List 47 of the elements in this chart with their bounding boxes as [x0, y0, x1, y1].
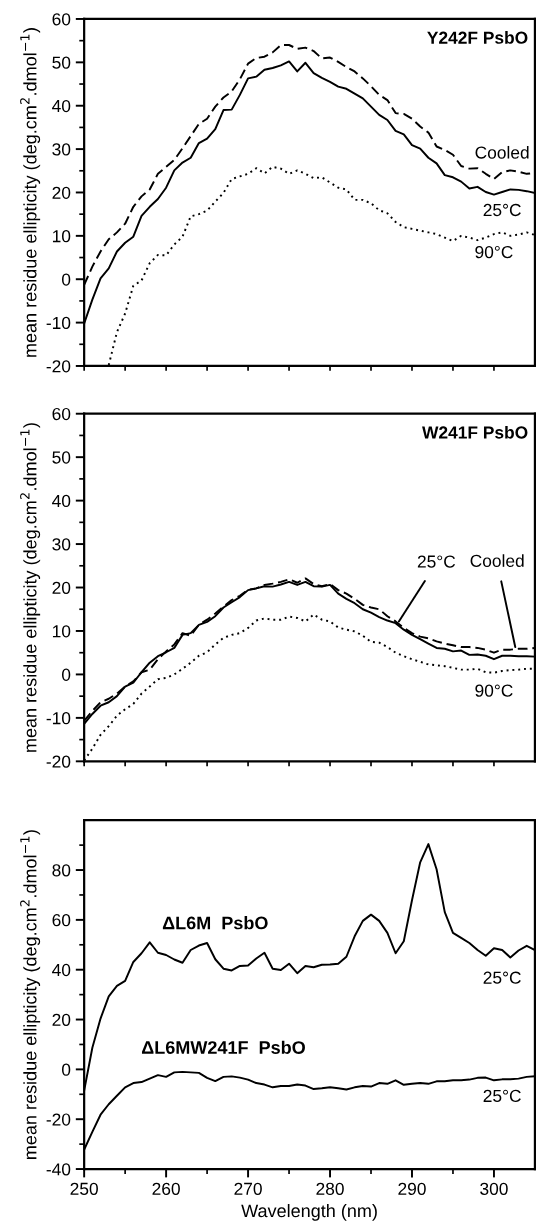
y-tick-label: 50	[52, 451, 71, 464]
y-tick-label: 30	[52, 143, 71, 156]
annotation: 25°C	[483, 203, 521, 217]
y-tick-label: 80	[52, 864, 71, 877]
y-tick-label: 60	[52, 407, 71, 421]
x-tick-label: 260	[152, 1182, 180, 1195]
text: Y242F PsbO	[427, 31, 528, 44]
annotation: 90°C	[475, 684, 513, 697]
y-tick-label: 10	[52, 230, 71, 243]
x-axis-title: Wavelength (nm)	[241, 1203, 377, 1221]
y-tick-label: 20	[52, 581, 71, 594]
y-tick-label: 40	[52, 99, 71, 113]
y-tick-label: 50	[52, 56, 71, 69]
annotation: Cooled	[470, 554, 524, 567]
text: W241F PsbO	[422, 425, 528, 439]
y-tick-label: 40	[52, 963, 71, 977]
annotation: 25°C	[483, 1089, 521, 1103]
annotation: Cooled	[475, 145, 529, 159]
y-tick-label: 40	[52, 494, 71, 508]
y-tick-label: -10	[46, 712, 71, 725]
annotation: 25°C	[417, 555, 456, 568]
y-tick-label: 10	[52, 625, 71, 638]
x-tick-label: 250	[70, 1182, 98, 1195]
y-tick-label: -20	[46, 360, 71, 373]
y-tick-label: 30	[52, 538, 71, 551]
y-tick-label: 60	[52, 914, 71, 927]
annotation: 25°C	[483, 971, 521, 984]
x-tick-label: 280	[316, 1182, 344, 1195]
x-tick-label: 290	[398, 1182, 426, 1195]
y-tick-label: 20	[52, 1013, 71, 1026]
y-tick-label: -40	[46, 1163, 71, 1176]
y-axis-title: mean residue ellipticity (deg.cm$^{2}$.dmol$^{−1}$)	[20, 28, 41, 357]
y-tick-label: 0	[61, 1063, 71, 1076]
y-tick-label: 20	[52, 186, 71, 199]
y-tick-label: -20	[46, 1113, 71, 1126]
y-axis-title: mean residue ellipticity (deg.cm$^{2}$.dmol$^{−1}$)	[20, 423, 41, 752]
annotation: ΔL6M PsbO	[162, 916, 268, 930]
y-tick-label: -10	[46, 316, 71, 330]
annotation: 90°C	[475, 245, 513, 259]
annotation: ΔL6MW241F PsbO	[141, 1040, 305, 1054]
x-tick-label: 300	[480, 1182, 508, 1195]
y-tick-label: -20	[46, 755, 71, 768]
y-tick-label: 60	[52, 13, 71, 26]
y-tick-label: 0	[61, 668, 71, 681]
x-tick-label: 270	[234, 1182, 262, 1195]
y-axis-title: mean residue ellipticity (deg.cm$^{2}$.dmol$^{−1}$)	[20, 830, 41, 1159]
y-tick-label: 0	[61, 273, 71, 286]
